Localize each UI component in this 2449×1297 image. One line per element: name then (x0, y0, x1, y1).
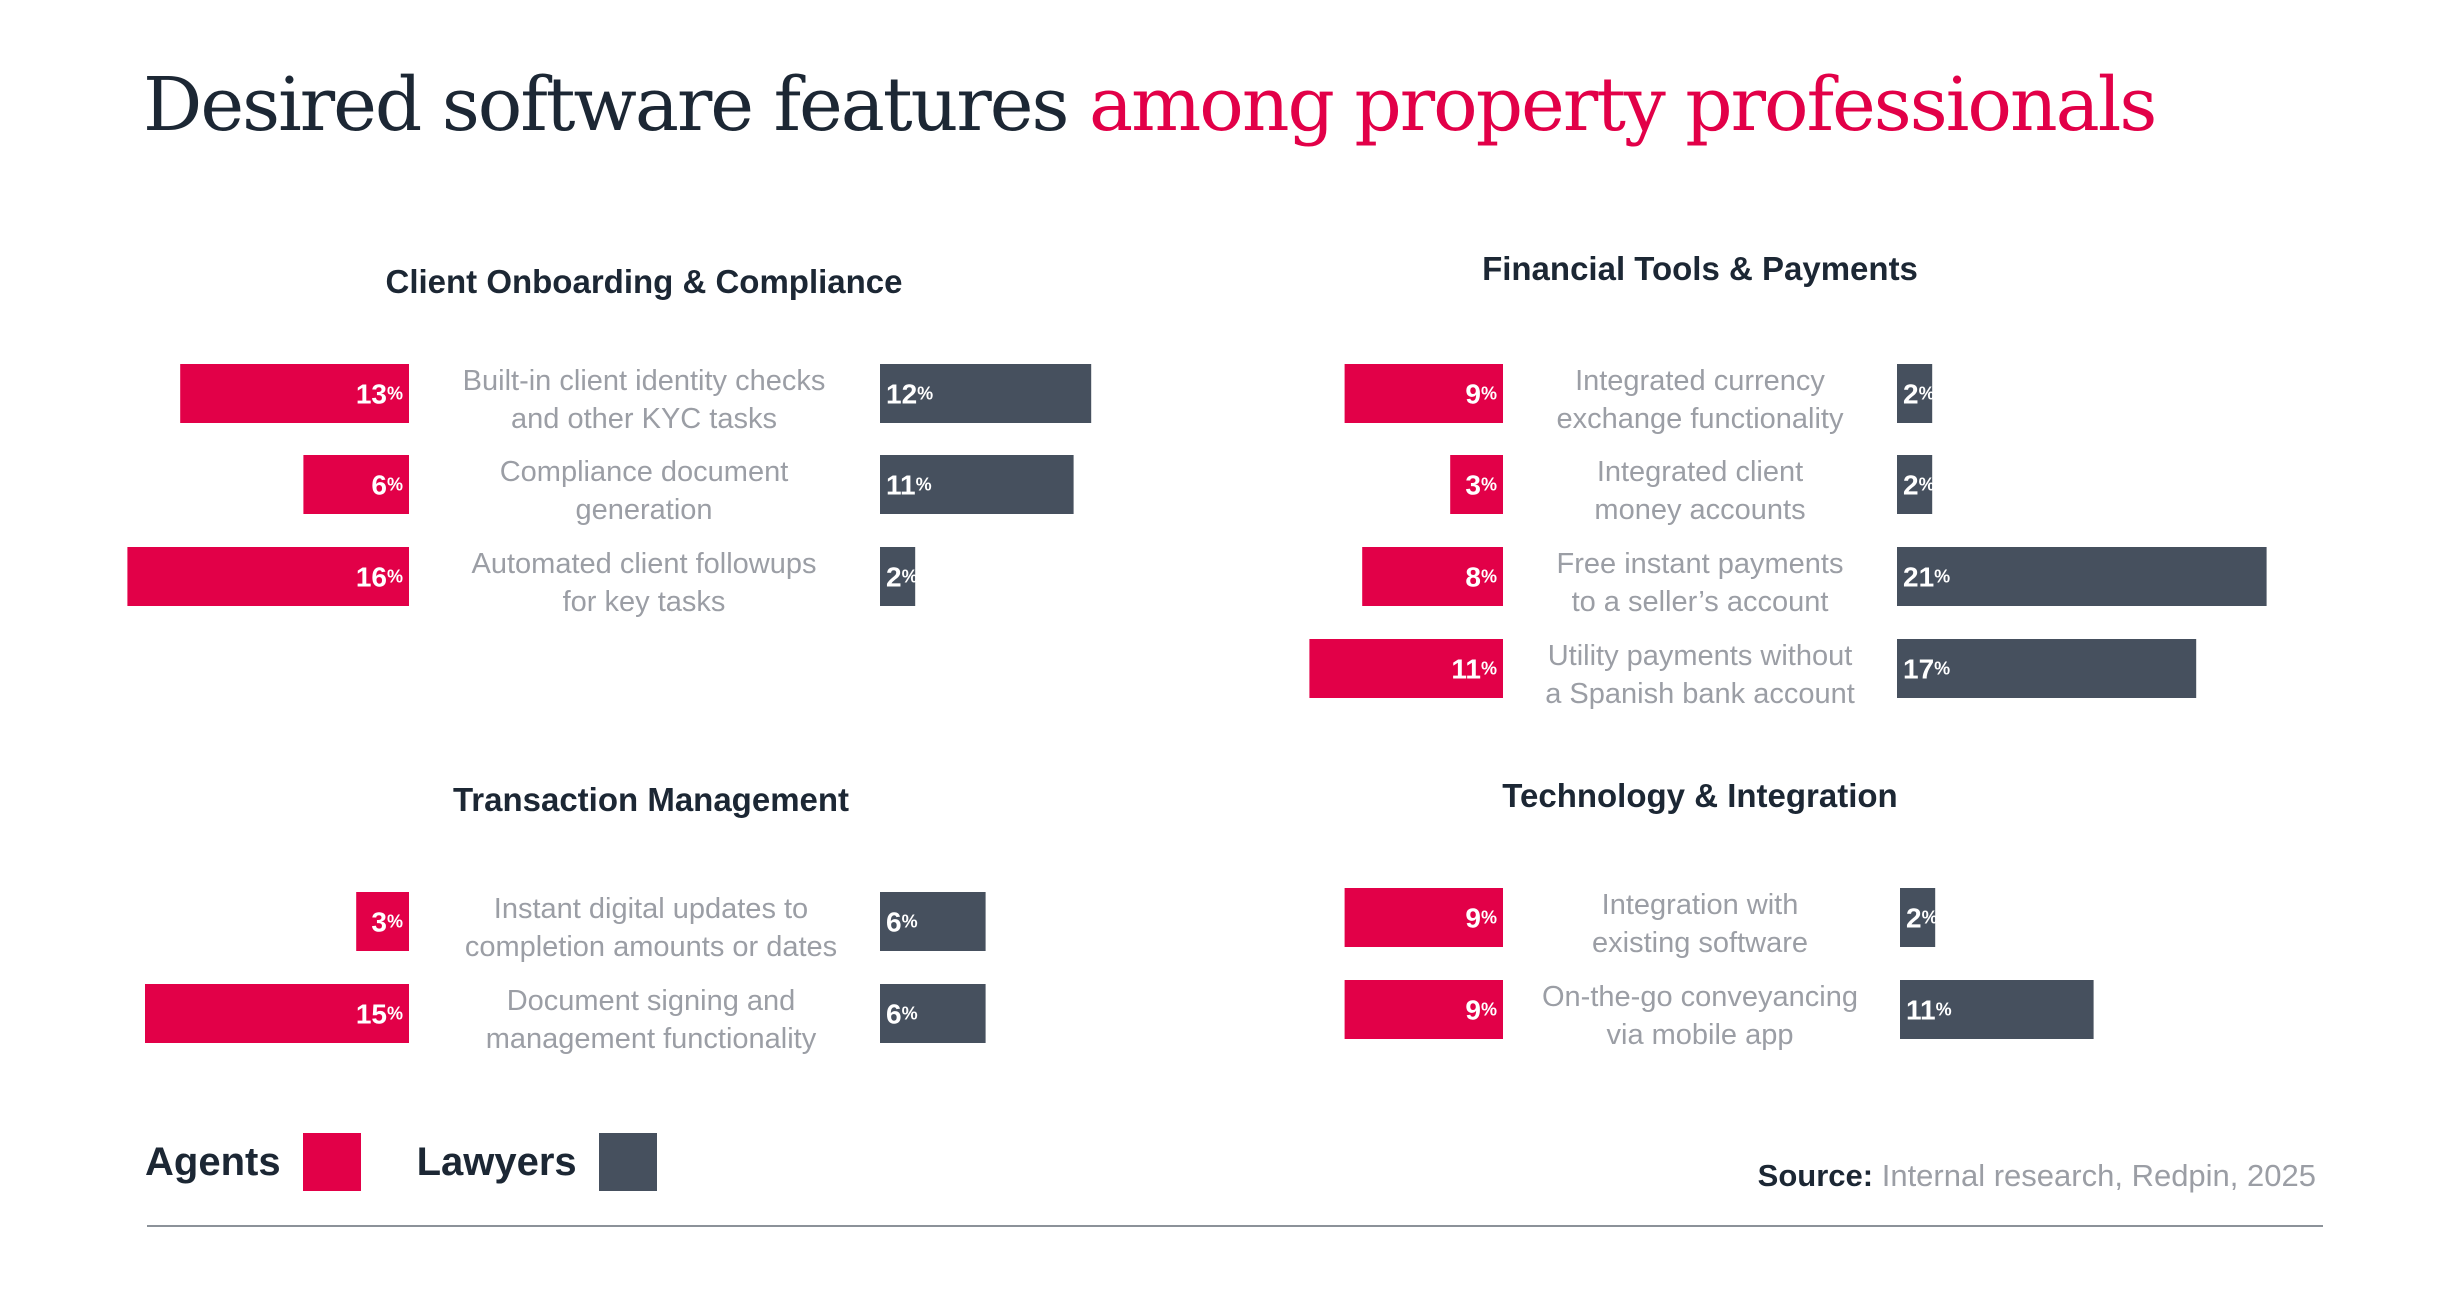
lawyers-value-label: 11% (1906, 994, 1952, 1025)
category-label: Utility payments without a Spanish bank a… (1545, 640, 1855, 710)
agents-bar (303, 455, 409, 514)
bar-row: 8% 21% Free instant payments to a seller’s … (1362, 547, 2267, 618)
agents-value-label: 16% (356, 561, 403, 592)
category-label: Integrated currency exchange functionalit… (1557, 365, 1844, 435)
lawyers-value-label: 21% (1903, 561, 1950, 592)
title-main: Desired software features (143, 62, 1069, 148)
agents-value-label: 13% (356, 378, 403, 409)
lawyers-value-label: 2% (1906, 902, 1938, 933)
agents-bar (1344, 888, 1503, 947)
category-label: Instant digital updates to completion amo… (465, 893, 837, 963)
legend-agents-label: Agents (145, 1139, 281, 1184)
panel-4: Technology & Integration 9% 2% Integration … (1344, 777, 2094, 1051)
bar-row: 11% 17% Utility payments without a Spanish … (1309, 639, 2197, 710)
bottom-divider (147, 1225, 2323, 1227)
agents-bar (180, 364, 409, 423)
source-label: Source: (1757, 1158, 1874, 1193)
category-label: Free instant payments to a seller’s accou… (1557, 548, 1844, 618)
lawyers-bar (1897, 639, 2197, 698)
legend: Agents Lawyers (145, 1133, 713, 1191)
agents-value-label: 9% (1465, 994, 1497, 1025)
panel-title: Client Onboarding & Compliance (385, 263, 902, 300)
chart-title: Desired software features among property… (143, 62, 2157, 148)
lawyers-value-label: 11% (886, 469, 932, 500)
lawyers-value-label: 2% (1903, 378, 1935, 409)
bar-row: 15% 6% Document signing and management func… (145, 984, 986, 1055)
agents-bar (1344, 364, 1503, 423)
agents-bar (356, 892, 409, 951)
title-accent: among property professionals (1089, 62, 2157, 148)
lawyers-value-label: 17% (1903, 653, 1950, 684)
agents-bar (1309, 639, 1503, 698)
lawyers-bar (880, 547, 916, 606)
lawyers-bar (880, 984, 986, 1043)
agents-value-label: 8% (1465, 561, 1497, 592)
legend-lawyers-swatch (598, 1133, 657, 1191)
panel-title: Transaction Management (453, 781, 849, 818)
agents-bar (145, 984, 409, 1043)
panel-2: Financial Tools & Payments 9% 2% Integrated… (1309, 250, 2267, 710)
panel-3: Transaction Management 3% 6% Instant digita… (145, 781, 986, 1055)
lawyers-bar (1897, 455, 1933, 514)
agents-value-label: 6% (371, 469, 403, 500)
bar-row: 6% 11% Compliance document generation (303, 455, 1074, 526)
agents-bar (1362, 547, 1503, 606)
bar-row: 9% 2% Integration with existing software (1344, 888, 1938, 959)
lawyers-bar (1897, 547, 2267, 606)
agents-value-label: 15% (356, 998, 403, 1029)
source-text: Internal research, Redpin, 2025 (1881, 1158, 2316, 1193)
lawyers-value-label: 2% (886, 561, 918, 592)
lawyers-value-label: 6% (886, 998, 918, 1029)
panel-title: Technology & Integration (1502, 777, 1897, 814)
category-label: Automated client followups for key tasks (472, 548, 817, 618)
bar-row: 9% 11% On-the-go conveyancing via mobile ap… (1344, 980, 2094, 1051)
bar-row: 13% 12% Built-in client identity checks and… (180, 364, 1092, 435)
agents-value-label: 9% (1465, 378, 1497, 409)
lawyers-value-label: 12% (886, 378, 933, 409)
lawyers-bar (1900, 888, 1936, 947)
agents-bar (1450, 455, 1503, 514)
lawyers-bar (880, 364, 1092, 423)
category-label: Document signing and management functiona… (486, 985, 817, 1055)
panel-1: Client Onboarding & Compliance 13% 12% Buil… (127, 263, 1092, 618)
category-label: Compliance document generation (500, 456, 789, 526)
lawyers-value-label: 2% (1903, 469, 1935, 500)
agents-bar (127, 547, 410, 606)
bar-row: 16% 2% Automated client followups for key t… (127, 547, 918, 618)
agents-value-label: 9% (1465, 902, 1497, 933)
source-note: Source: Internal research, Redpin, 2025 (1758, 1158, 2316, 1194)
lawyers-value-label: 6% (886, 906, 918, 937)
agents-value-label: 11% (1451, 653, 1497, 684)
lawyers-bar (880, 455, 1074, 514)
category-label: Integrated client money accounts (1594, 456, 1805, 526)
category-label: Integration with existing software (1592, 889, 1808, 959)
agents-value-label: 3% (371, 906, 403, 937)
agents-value-label: 3% (1465, 469, 1497, 500)
bar-row: 3% 2% Integrated client money accounts (1450, 455, 1935, 526)
panel-title: Financial Tools & Payments (1482, 250, 1918, 287)
lawyers-bar (880, 892, 986, 951)
lawyers-bar (1900, 980, 2094, 1039)
bar-row: 9% 2% Integrated currency exchange function… (1344, 364, 1935, 435)
category-label: On-the-go conveyancing via mobile app (1542, 981, 1858, 1051)
legend-agents-swatch (302, 1133, 361, 1191)
lawyers-bar (1897, 364, 1933, 423)
category-label: Built-in client identity checks and other… (463, 365, 826, 435)
legend-lawyers-label: Lawyers (416, 1139, 577, 1184)
agents-bar (1344, 980, 1503, 1039)
bar-row: 3% 6% Instant digital updates to completion… (356, 892, 986, 963)
